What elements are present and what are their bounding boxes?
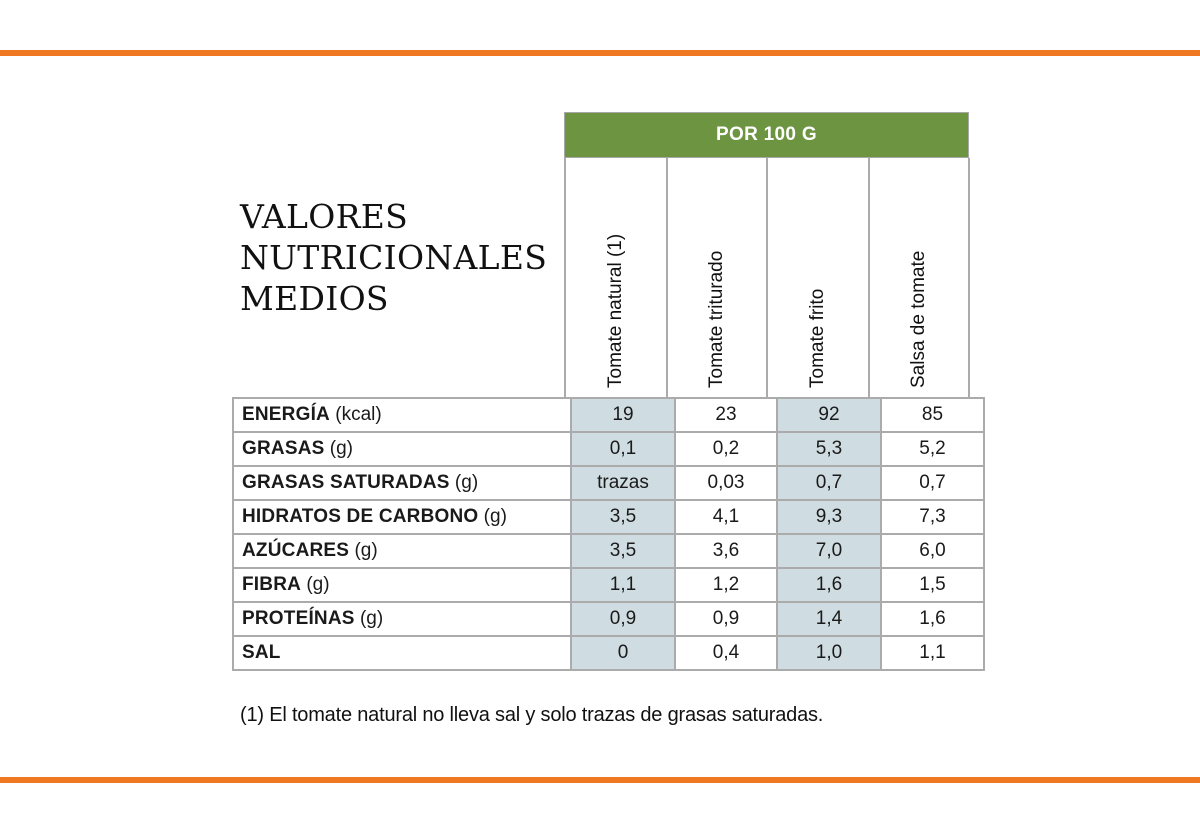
value-cell: 7,0 bbox=[776, 533, 882, 569]
value-cell: 5,2 bbox=[880, 431, 985, 467]
table-row: SAL 0 0,4 1,0 1,1 bbox=[232, 635, 985, 671]
value-cell: 0,2 bbox=[674, 431, 778, 467]
value-cell: 1,4 bbox=[776, 601, 882, 637]
table-title: VALORES NUTRICIONALES MEDIOS bbox=[240, 196, 547, 319]
value-cell: 92 bbox=[776, 397, 882, 433]
column-header-tomate-natural: Tomate natural (1) bbox=[564, 158, 666, 398]
value-cell: 1,5 bbox=[880, 567, 985, 603]
value-cell: 0 bbox=[570, 635, 676, 671]
nutrient-unit: (g) bbox=[359, 608, 384, 629]
table-row: ENERGÍA (kcal) 19 23 92 85 bbox=[232, 397, 985, 433]
value-cell: 1,2 bbox=[674, 567, 778, 603]
value-cell: 19 bbox=[570, 397, 676, 433]
title-line-1: VALORES bbox=[240, 197, 409, 236]
value-cell: 3,5 bbox=[570, 499, 676, 535]
column-header-tomate-frito: Tomate frito bbox=[766, 158, 868, 398]
value-cell: 1,1 bbox=[570, 567, 676, 603]
value-cell: 0,03 bbox=[674, 465, 778, 501]
column-header-label: Tomate natural (1) bbox=[605, 233, 626, 388]
nutrient-name: GRASAS SATURADAS bbox=[242, 472, 450, 493]
nutrient-name: FIBRA bbox=[242, 574, 302, 595]
value-cell: 1,1 bbox=[880, 635, 985, 671]
nutrient-label: ENERGÍA (kcal) bbox=[232, 397, 572, 433]
footnote: (1) El tomate natural no lleva sal y sol… bbox=[240, 704, 824, 726]
table-row: HIDRATOS DE CARBONO (g) 3,5 4,1 9,3 7,3 bbox=[232, 499, 985, 535]
nutrient-unit: (g) bbox=[454, 472, 479, 493]
value-cell: 4,1 bbox=[674, 499, 778, 535]
value-cell: 7,3 bbox=[880, 499, 985, 535]
nutrient-label: FIBRA (g) bbox=[232, 567, 572, 603]
nutrient-unit: (kcal) bbox=[335, 404, 382, 425]
value-cell: 23 bbox=[674, 397, 778, 433]
nutrient-label: GRASAS SATURADAS (g) bbox=[232, 465, 572, 501]
value-cell: 0,4 bbox=[674, 635, 778, 671]
column-header-label: Tomate frito bbox=[807, 288, 828, 388]
nutrient-name: HIDRATOS DE CARBONO bbox=[242, 506, 479, 527]
table-row: AZÚCARES (g) 3,5 3,6 7,0 6,0 bbox=[232, 533, 985, 569]
table-row: GRASAS (g) 0,1 0,2 5,3 5,2 bbox=[232, 431, 985, 467]
nutrient-unit: (g) bbox=[354, 540, 378, 561]
nutrient-label: SAL bbox=[232, 635, 572, 671]
value-cell: 3,6 bbox=[674, 533, 778, 569]
nutrient-name: SAL bbox=[242, 642, 281, 663]
bottom-orange-rule bbox=[0, 777, 1200, 783]
nutrient-name: GRASAS bbox=[242, 438, 325, 459]
top-orange-rule bbox=[0, 50, 1200, 56]
column-header-label: Tomate triturado bbox=[706, 250, 727, 388]
value-cell: 1,6 bbox=[880, 601, 985, 637]
nutrient-name: ENERGÍA bbox=[242, 404, 330, 425]
value-cell: 0,9 bbox=[570, 601, 676, 637]
nutrient-unit: (g) bbox=[306, 574, 330, 595]
value-cell: 0,1 bbox=[570, 431, 676, 467]
nutrient-label: GRASAS (g) bbox=[232, 431, 572, 467]
column-header-salsa-de-tomate: Salsa de tomate bbox=[868, 158, 970, 398]
title-line-2: NUTRICIONALES bbox=[240, 238, 548, 277]
value-cell: 85 bbox=[880, 397, 985, 433]
value-cell: 0,7 bbox=[776, 465, 882, 501]
column-header-label: Salsa de tomate bbox=[908, 250, 929, 388]
nutrition-table: ENERGÍA (kcal) 19 23 92 85 GRASAS (g) 0,1 0,2 5,… bbox=[232, 397, 985, 671]
title-line-3: MEDIOS bbox=[240, 279, 389, 318]
nutrient-unit: (g) bbox=[483, 506, 507, 527]
value-cell: 3,5 bbox=[570, 533, 676, 569]
value-cell: 1,6 bbox=[776, 567, 882, 603]
value-cell: trazas bbox=[570, 465, 676, 501]
table-row: GRASAS SATURADAS (g) trazas 0,03 0,7 0,7 bbox=[232, 465, 985, 501]
nutrient-label: AZÚCARES (g) bbox=[232, 533, 572, 569]
table-row: PROTEÍNAS (g) 0,9 0,9 1,4 1,6 bbox=[232, 601, 985, 637]
value-cell: 0,9 bbox=[674, 601, 778, 637]
nutrient-unit: (g) bbox=[329, 438, 354, 459]
value-cell: 9,3 bbox=[776, 499, 882, 535]
value-cell: 0,7 bbox=[880, 465, 985, 501]
value-cell: 5,3 bbox=[776, 431, 882, 467]
column-header-tomate-triturado: Tomate triturado bbox=[666, 158, 766, 398]
nutrient-name: AZÚCARES bbox=[242, 540, 350, 561]
nutrient-label: HIDRATOS DE CARBONO (g) bbox=[232, 499, 572, 535]
nutrient-label: PROTEÍNAS (g) bbox=[232, 601, 572, 637]
nutrient-name: PROTEÍNAS bbox=[242, 608, 355, 629]
value-cell: 1,0 bbox=[776, 635, 882, 671]
per-100g-header: POR 100 G bbox=[564, 112, 969, 158]
value-cell: 6,0 bbox=[880, 533, 985, 569]
table-row: FIBRA (g) 1,1 1,2 1,6 1,5 bbox=[232, 567, 985, 603]
